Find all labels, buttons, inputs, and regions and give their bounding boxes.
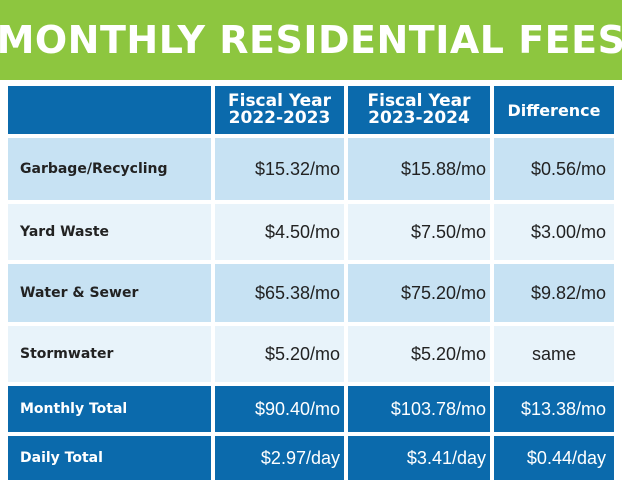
table-cell: $0.56/mo (494, 138, 614, 204)
header-empty-cell (8, 86, 215, 138)
table-cell: $7.50/mo (348, 204, 494, 264)
table-cell: $9.82/mo (494, 264, 614, 326)
header-label: Fiscal Year 2022-2023 (228, 91, 331, 128)
table-cell: $15.88/mo (348, 138, 494, 204)
table-cell: $90.40/mo (215, 386, 348, 436)
table-cell: same (494, 326, 614, 386)
table-cell: $5.20/mo (348, 326, 494, 386)
row-label-water-sewer: Water & Sewer (8, 264, 215, 326)
header-label: Fiscal Year 2023-2024 (367, 91, 471, 128)
table-cell: $3.00/mo (494, 204, 614, 264)
header-fy-2023-2024: Fiscal Year 2023-2024 (348, 86, 494, 138)
row-label-daily-total: Daily Total (8, 436, 215, 480)
table-cell: $5.20/mo (215, 326, 348, 386)
table-cell: $2.97/day (215, 436, 348, 480)
table-cell: $103.78/mo (348, 386, 494, 436)
header-fy-2022-2023: Fiscal Year 2022-2023 (215, 86, 348, 138)
table-cell: $75.20/mo (348, 264, 494, 326)
table-cell: $13.38/mo (494, 386, 614, 436)
row-label-monthly-total: Monthly Total (8, 386, 215, 436)
table-cell: $15.32/mo (215, 138, 348, 204)
table-cell: $0.44/day (494, 436, 614, 480)
page-title: MONTHLY RESIDENTIAL FEES (0, 18, 622, 62)
table-cell: $65.38/mo (215, 264, 348, 326)
title-banner: MONTHLY RESIDENTIAL FEES (0, 0, 622, 80)
table-cell: $3.41/day (348, 436, 494, 480)
row-label-garbage-recycling: Garbage/Recycling (8, 138, 215, 204)
header-difference: Difference (494, 86, 614, 138)
fees-table: Fiscal Year 2022-2023 Fiscal Year 2023-2… (8, 86, 614, 480)
row-label-yard-waste: Yard Waste (8, 204, 215, 264)
header-label: Difference (507, 100, 601, 120)
table-cell: $4.50/mo (215, 204, 348, 264)
row-label-stormwater: Stormwater (8, 326, 215, 386)
